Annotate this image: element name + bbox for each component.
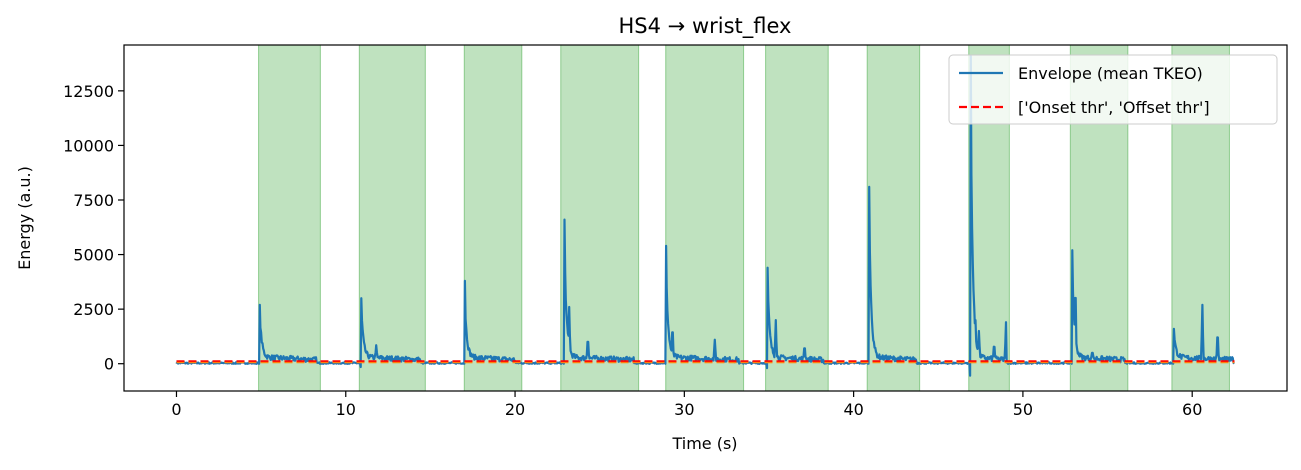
x-tick-label-0: 0	[171, 400, 181, 419]
chart-title: HS4 → wrist_flex	[619, 14, 792, 39]
legend-label-envelope: Envelope (mean TKEO)	[1018, 64, 1203, 83]
y-tick-label-12500: 12500	[63, 82, 114, 101]
plot-frame	[123, 44, 1288, 392]
x-tick-label-30: 30	[674, 400, 694, 419]
active-segment-3	[560, 44, 640, 392]
x-tick-label-60: 60	[1182, 400, 1202, 419]
envelope-series	[175, 54, 1236, 377]
x-axis-label: Time (s)	[671, 434, 737, 453]
active-segment-2	[463, 44, 523, 392]
active-segment-6	[866, 44, 921, 392]
x-tick-label-50: 50	[1013, 400, 1033, 419]
active-segment-4	[665, 44, 745, 392]
y-axis-label: Energy (a.u.)	[15, 166, 34, 270]
y-tick-label-7500: 7500	[73, 191, 114, 210]
legend: Envelope (mean TKEO) ['Onset thr', 'Offs…	[948, 54, 1278, 125]
legend-box	[948, 54, 1278, 125]
legend-label-thresholds: ['Onset thr', 'Offset thr']	[1018, 98, 1210, 117]
x-tick-label-20: 20	[505, 400, 525, 419]
x-tick-label-10: 10	[336, 400, 356, 419]
y-tick-label-0: 0	[104, 355, 114, 374]
active-segment-0	[258, 44, 321, 392]
active-segment-1	[358, 44, 426, 392]
x-axis-ticks: 0 10 20 30 40 50 60	[171, 391, 1202, 419]
y-axis-ticks: 0 2500 5000 7500 10000 12500	[63, 82, 124, 374]
y-tick-label-2500: 2500	[73, 300, 114, 319]
x-tick-label-40: 40	[843, 400, 863, 419]
y-tick-label-5000: 5000	[73, 246, 114, 265]
y-tick-label-10000: 10000	[63, 136, 114, 155]
